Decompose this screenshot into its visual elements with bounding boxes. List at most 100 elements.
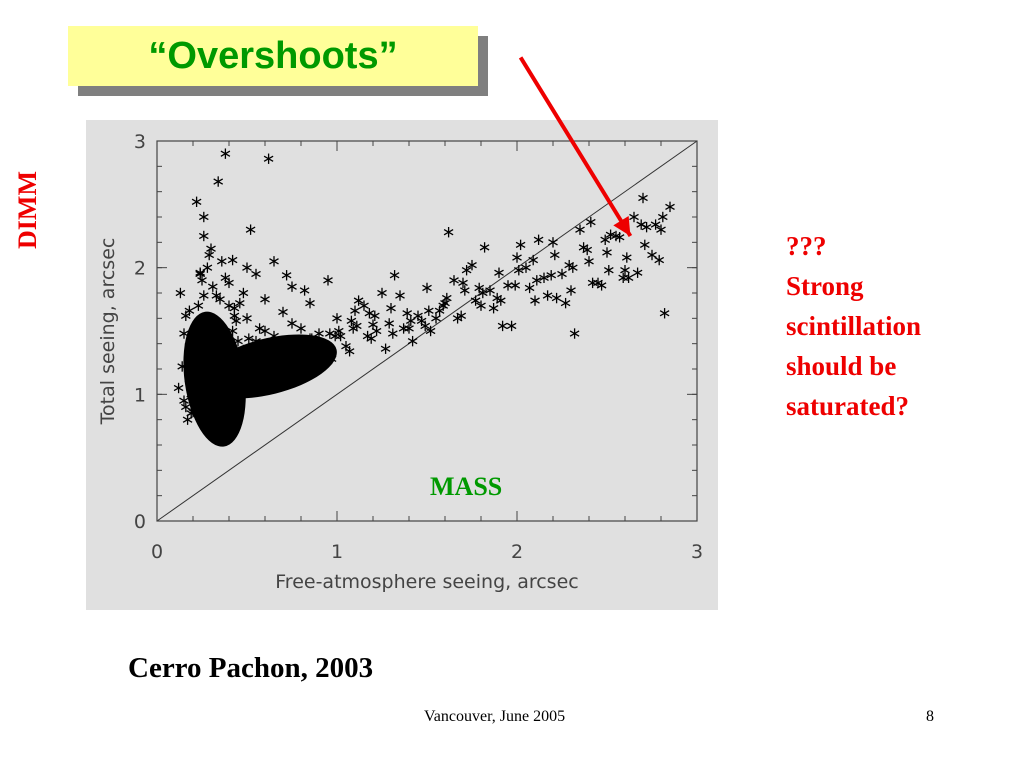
data-point — [251, 268, 261, 280]
data-point — [587, 277, 598, 289]
data-point — [211, 290, 222, 301]
data-point — [521, 262, 531, 273]
data-point — [191, 196, 202, 207]
data-point — [353, 295, 364, 306]
data-point — [216, 401, 227, 413]
data-point — [269, 256, 279, 267]
data-point — [621, 252, 632, 263]
note-line: Strong — [786, 271, 864, 301]
data-point — [209, 318, 220, 329]
data-point — [386, 303, 396, 314]
data-point — [186, 389, 197, 400]
data-point — [380, 343, 391, 354]
data-point — [287, 281, 297, 292]
title-box: “Overshoots” — [68, 26, 478, 86]
data-point — [566, 285, 576, 296]
data-point — [548, 237, 558, 248]
data-point — [278, 306, 288, 318]
data-point — [179, 328, 189, 339]
data-point — [585, 216, 596, 228]
data-point — [441, 292, 452, 304]
x-axis-label: Free-atmosphere seeing, arcsec — [275, 571, 578, 593]
mass-label: MASS — [430, 472, 503, 501]
data-point — [647, 249, 657, 261]
data-point — [512, 252, 522, 263]
data-point — [582, 244, 593, 256]
data-point — [207, 281, 218, 292]
data-point — [348, 323, 359, 334]
one-to-one-line — [156, 140, 698, 522]
data-point — [269, 330, 279, 342]
data-point — [182, 414, 193, 425]
data-point — [270, 361, 281, 372]
data-point — [258, 356, 269, 367]
data-point — [384, 318, 395, 329]
annotation-arrow — [518, 56, 633, 238]
data-point — [506, 320, 517, 332]
y-tick-label: 3 — [134, 131, 146, 153]
data-point — [200, 333, 211, 344]
data-point — [470, 295, 481, 306]
caption: Cerro Pachon, 2003 — [128, 652, 374, 684]
x-tick-label: 3 — [691, 541, 703, 563]
data-point — [197, 275, 207, 286]
data-point — [492, 292, 503, 304]
data-point — [656, 224, 666, 235]
data-point — [602, 247, 612, 258]
data-point — [657, 211, 668, 223]
data-point — [225, 395, 236, 406]
data-point — [193, 300, 204, 311]
data-point — [276, 351, 287, 362]
data-point — [422, 282, 432, 294]
data-point — [227, 325, 238, 337]
data-point — [443, 227, 454, 238]
data-point — [216, 376, 227, 387]
data-point — [569, 328, 580, 339]
data-point — [220, 148, 231, 159]
data-point — [260, 347, 270, 358]
data-point — [600, 234, 611, 245]
data-point — [596, 280, 607, 291]
data-point — [549, 249, 560, 261]
data-point — [213, 176, 224, 187]
page-number: 8 — [926, 708, 934, 725]
data-point — [184, 341, 195, 352]
data-point — [515, 239, 526, 251]
data-point — [247, 343, 258, 354]
data-point — [180, 401, 191, 413]
data-point — [299, 285, 310, 296]
data-point — [202, 363, 213, 375]
reference-line-layer — [156, 140, 698, 522]
data-point — [188, 406, 198, 418]
data-point — [242, 313, 252, 324]
data-point — [524, 282, 535, 294]
saturation-note: ??? Strong scintillation should be saturated… — [786, 226, 1006, 426]
data-point — [175, 287, 186, 299]
data-point — [461, 265, 472, 276]
data-point — [575, 224, 585, 235]
data-point — [202, 417, 213, 428]
data-point — [290, 351, 301, 362]
data-point — [494, 267, 504, 278]
data-point — [346, 315, 357, 327]
data-point — [234, 297, 245, 309]
data-point — [459, 285, 470, 296]
data-point — [528, 254, 539, 266]
data-point — [179, 395, 189, 406]
data-point — [395, 290, 405, 301]
data-point — [533, 234, 544, 245]
data-point — [564, 259, 575, 271]
data-point — [488, 303, 499, 314]
data-point — [254, 323, 265, 334]
data-point — [206, 243, 216, 254]
data-point — [233, 335, 243, 347]
data-point — [173, 382, 184, 394]
data-point — [402, 308, 413, 319]
data-point — [229, 310, 240, 321]
data-point — [245, 224, 256, 235]
data-point — [584, 256, 594, 267]
note-line: scintillation — [786, 311, 922, 341]
data-point — [389, 270, 400, 281]
y-tick-label: 1 — [134, 384, 146, 406]
